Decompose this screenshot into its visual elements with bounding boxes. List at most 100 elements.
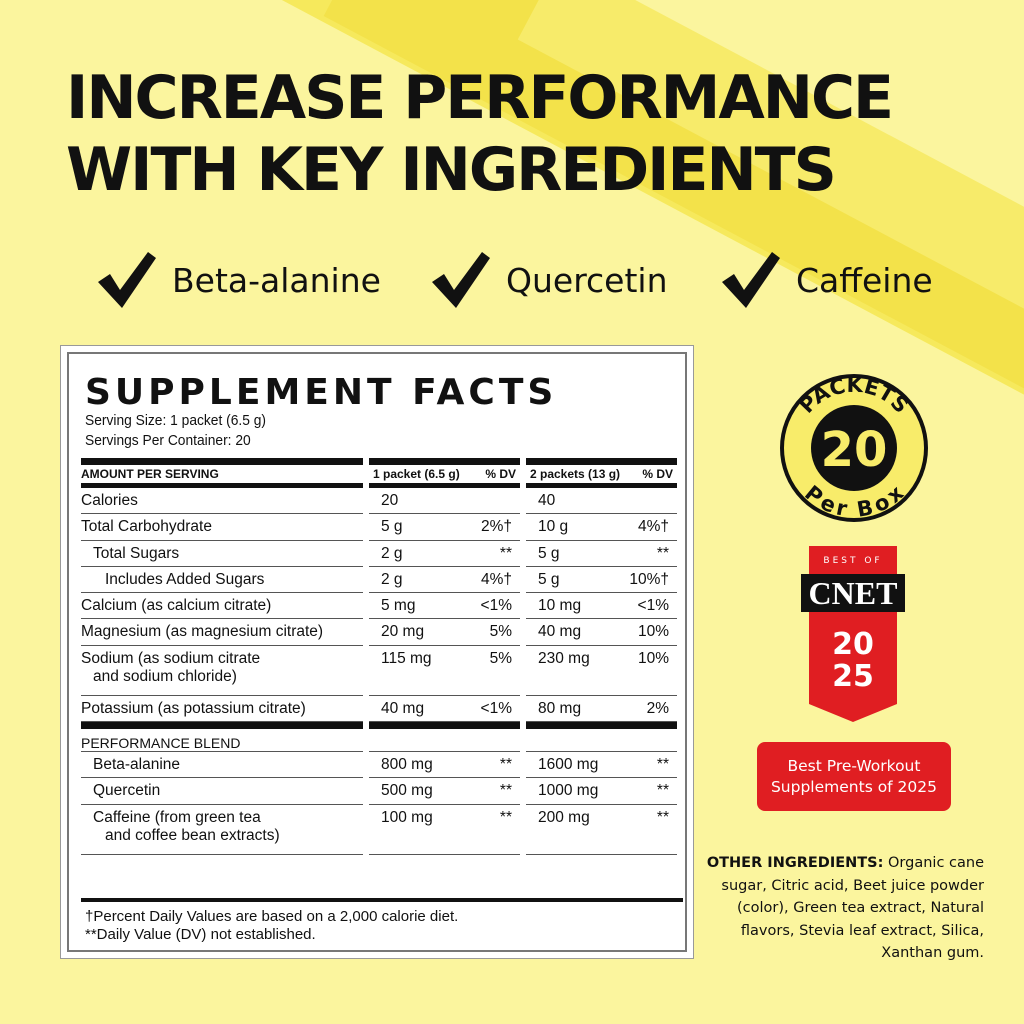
table-row: Calories 20 40 bbox=[81, 488, 683, 515]
table-row: Includes Added Sugars 2 g 4%† 5 g 10%† bbox=[81, 567, 683, 594]
nutrient-name: Includes Added Sugars bbox=[105, 570, 265, 588]
dv-2-packets: 10%† bbox=[629, 570, 669, 588]
table-row: Total Sugars 2 g ** 5 g ** bbox=[81, 541, 683, 567]
amount-2-packets: 40 bbox=[538, 492, 556, 509]
headline-line-2: WITH KEY INGREDIENTS bbox=[66, 135, 837, 205]
nutrient-name: Calcium (as calcium citrate) bbox=[81, 597, 272, 615]
other-ingredients-label: OTHER INGREDIENTS: bbox=[706, 855, 884, 871]
dv-2-packets: 4%† bbox=[637, 518, 669, 536]
dv-1-packet: ** bbox=[499, 782, 512, 800]
table-row: Quercetin 500 mg ** 1000 mg ** bbox=[81, 778, 683, 805]
header-amount: AMOUNT PER SERVING bbox=[81, 458, 363, 488]
amount-1-packet: 100 mg bbox=[381, 808, 433, 826]
dv-2-packets: <1% bbox=[637, 597, 669, 615]
amount-2-packets: 80 mg bbox=[538, 699, 582, 717]
nutrient-name: Calories bbox=[81, 492, 138, 509]
blend-title-row: PERFORMANCE BLEND bbox=[81, 722, 683, 753]
amount-2-packets: 1600 mg bbox=[538, 756, 599, 774]
dv-1-packet: <1% bbox=[480, 699, 512, 717]
nutrient-label: Magnesium (as magnesium citrate) bbox=[81, 619, 363, 646]
check-label: Beta-alanine bbox=[172, 260, 381, 300]
amount-2-packets: 5 g bbox=[538, 544, 560, 562]
dv-2-packets: ** bbox=[656, 782, 669, 800]
nutrient-name: Magnesium (as magnesium citrate) bbox=[81, 623, 324, 641]
header-col2: 2 packets (13 g) bbox=[530, 467, 621, 481]
nutrient-label: Includes Added Sugars bbox=[81, 567, 363, 594]
dv-1-packet: 5% bbox=[489, 649, 512, 667]
checkmark-icon bbox=[432, 252, 490, 308]
nutrient-name-cont: and coffee bean extracts) bbox=[105, 826, 280, 844]
facts-title: SUPPLEMENT FACTS bbox=[85, 372, 558, 413]
dv-2-packets: 10% bbox=[637, 649, 669, 667]
servings-per-container: Servings Per Container: 20 bbox=[85, 432, 251, 449]
dv-2-packets: 2% bbox=[646, 699, 669, 717]
amount-2-packets: 230 mg bbox=[538, 649, 590, 667]
footnote-1: †Percent Daily Values are based on a 2,0… bbox=[81, 898, 683, 925]
nutrient-name: Caffeine (from green tea bbox=[93, 808, 261, 826]
nutrient-name: Quercetin bbox=[93, 782, 161, 800]
nutrient-label: Total Carbohydrate bbox=[81, 514, 363, 541]
table-row: Calcium (as calcium citrate) 5 mg <1% 10 … bbox=[81, 593, 683, 620]
dv-2-packets: ** bbox=[656, 756, 669, 774]
facts-table: AMOUNT PER SERVING 1 packet (6.5 g)% DV … bbox=[81, 458, 683, 855]
nutrient-label: Caffeine (from green tea and coffee bean … bbox=[81, 805, 363, 855]
amount-2-packets: 5 g bbox=[538, 570, 560, 588]
nutrient-label: Calcium (as calcium citrate) bbox=[81, 593, 363, 620]
cnet-year-1: 20 bbox=[832, 627, 874, 662]
20-packets-badge: PACKETS 20 Per Box bbox=[780, 373, 928, 522]
blend-title: PERFORMANCE BLEND bbox=[81, 722, 363, 753]
amount-1-packet: 2 g bbox=[381, 570, 403, 588]
dv-1-packet: ** bbox=[499, 808, 512, 826]
dv-1-packet: ** bbox=[499, 544, 512, 562]
table-row: Potassium (as potassium citrate) 40 mg <1… bbox=[81, 696, 683, 723]
award-banner: Best Pre-Workout Supplements of 2025 bbox=[757, 742, 951, 811]
amount-1-packet: 2 g bbox=[381, 544, 403, 562]
table-header: AMOUNT PER SERVING 1 packet (6.5 g)% DV … bbox=[81, 458, 683, 488]
check-item: Quercetin bbox=[428, 250, 668, 310]
dv-2-packets: 10% bbox=[637, 623, 669, 641]
cnet-best-of-badge: BEST OF CNET 20 25 bbox=[801, 546, 905, 722]
nutrient-name: Beta-alanine bbox=[93, 756, 181, 774]
amount-2-packets: 10 mg bbox=[538, 597, 582, 615]
nutrient-name: Sodium (as sodium citrate bbox=[81, 649, 261, 667]
nutrient-label: Total Sugars bbox=[81, 541, 363, 567]
headline: INCREASE PERFORMANCE WITH KEY INGREDIENT… bbox=[66, 62, 894, 206]
nutrient-label: Calories bbox=[81, 488, 363, 515]
other-ingredients: OTHER INGREDIENTS: Organic cane sugar, C… bbox=[700, 852, 984, 965]
checkmark-icon bbox=[98, 252, 156, 308]
dv-1-packet: 4%† bbox=[480, 570, 512, 588]
header-dv2: % DV bbox=[642, 467, 673, 481]
dv-1-packet: <1% bbox=[480, 597, 512, 615]
supplement-facts-panel: SUPPLEMENT FACTS Serving Size: 1 packet … bbox=[60, 345, 694, 959]
nutrient-label: Potassium (as potassium citrate) bbox=[81, 696, 363, 723]
serving-size: Serving Size: 1 packet (6.5 g) bbox=[85, 412, 267, 429]
table-row: Sodium (as sodium citrate and sodium chlo… bbox=[81, 646, 683, 696]
nutrient-label: Quercetin bbox=[81, 778, 363, 805]
amount-1-packet: 40 mg bbox=[381, 699, 425, 717]
cnet-logo: CNET bbox=[809, 575, 898, 611]
amount-1-packet: 115 mg bbox=[381, 649, 432, 667]
nutrient-label: Sodium (as sodium citrate and sodium chlo… bbox=[81, 646, 363, 696]
key-ingredients: Beta-alanine Quercetin Caffeine bbox=[0, 250, 1024, 330]
amount-1-packet: 5 g bbox=[381, 518, 403, 536]
award-line-2: Supplements of 2025 bbox=[770, 777, 938, 796]
table-row: Total Carbohydrate 5 g 2%† 10 g 4%† bbox=[81, 514, 683, 541]
dv-2-packets: ** bbox=[656, 808, 669, 826]
amount-1-packet: 800 mg bbox=[381, 756, 433, 774]
cnet-best-of: BEST OF bbox=[823, 556, 882, 566]
check-label: Quercetin bbox=[506, 260, 668, 300]
dv-1-packet: 5% bbox=[489, 623, 512, 641]
dv-1-packet: ** bbox=[499, 756, 512, 774]
amount-2-packets: 1000 mg bbox=[538, 782, 599, 800]
amount-2-packets: 200 mg bbox=[538, 808, 590, 826]
nutrient-name: Total Carbohydrate bbox=[81, 518, 212, 536]
headline-line-1: INCREASE PERFORMANCE bbox=[66, 63, 894, 133]
amount-1-packet: 5 mg bbox=[381, 597, 416, 615]
table-row: Beta-alanine 800 mg ** 1600 mg ** bbox=[81, 752, 683, 779]
header-dv1: % DV bbox=[485, 467, 516, 481]
nutrient-name: Total Sugars bbox=[93, 544, 180, 562]
amount-2-packets: 40 mg bbox=[538, 623, 582, 641]
cnet-year-2: 25 bbox=[832, 659, 874, 694]
checkmark-icon bbox=[722, 252, 780, 308]
check-item: Beta-alanine bbox=[94, 250, 381, 310]
